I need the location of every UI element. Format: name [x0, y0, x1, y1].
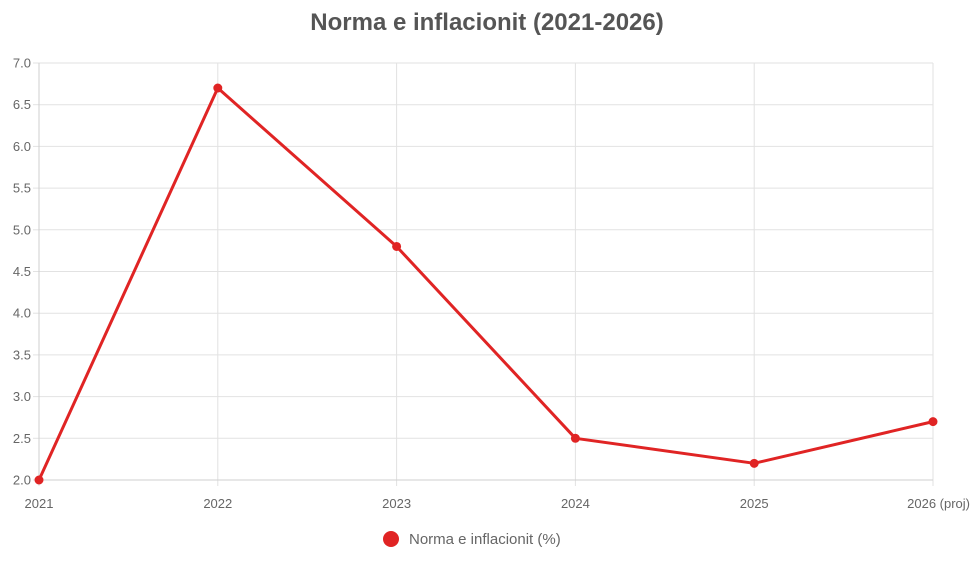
x-tick-label: 2021 — [25, 496, 54, 511]
legend-marker — [383, 531, 399, 547]
y-tick-label: 5.5 — [13, 181, 31, 196]
x-tick-label: 2024 — [561, 496, 590, 511]
y-tick-label: 3.5 — [13, 347, 31, 362]
y-tick-label: 5.0 — [13, 222, 31, 237]
y-tick-label: 2.0 — [13, 473, 31, 488]
data-point[interactable] — [570, 433, 580, 443]
x-tick-label: 2026 (proj) — [907, 496, 970, 511]
x-tick-label: 2022 — [203, 496, 232, 511]
y-tick-label: 7.0 — [13, 56, 31, 71]
y-tick-label: 2.5 — [13, 431, 31, 446]
legend-label: Norma e inflacionit (%) — [409, 531, 561, 548]
data-point[interactable] — [392, 241, 402, 251]
y-tick-label: 4.5 — [13, 264, 31, 279]
y-tick-label: 3.0 — [13, 389, 31, 404]
y-tick-label: 6.0 — [13, 139, 31, 154]
data-point[interactable] — [749, 458, 759, 468]
data-point[interactable] — [928, 417, 938, 427]
legend[interactable]: Norma e inflacionit (%) — [383, 531, 561, 548]
y-tick-label: 6.5 — [13, 97, 31, 112]
data-point[interactable] — [34, 475, 44, 485]
data-point[interactable] — [213, 83, 223, 93]
x-tick-label: 2023 — [382, 496, 411, 511]
y-axis-ticks: 2.0 2.5 3.0 3.5 4.0 4.5 5.0 5.5 6.0 6.5 7.0 — [13, 56, 31, 488]
chart-title: Norma e inflacionit (2021-2026) — [310, 9, 663, 36]
grid-lines — [33, 62, 934, 486]
series-line — [37, 86, 935, 482]
x-tick-label: 2025 — [740, 496, 769, 511]
x-axis-ticks: 2021 2022 2023 2024 2025 2026 (proj) — [25, 496, 970, 511]
series-layer — [34, 83, 938, 485]
y-tick-label: 4.0 — [13, 306, 31, 321]
